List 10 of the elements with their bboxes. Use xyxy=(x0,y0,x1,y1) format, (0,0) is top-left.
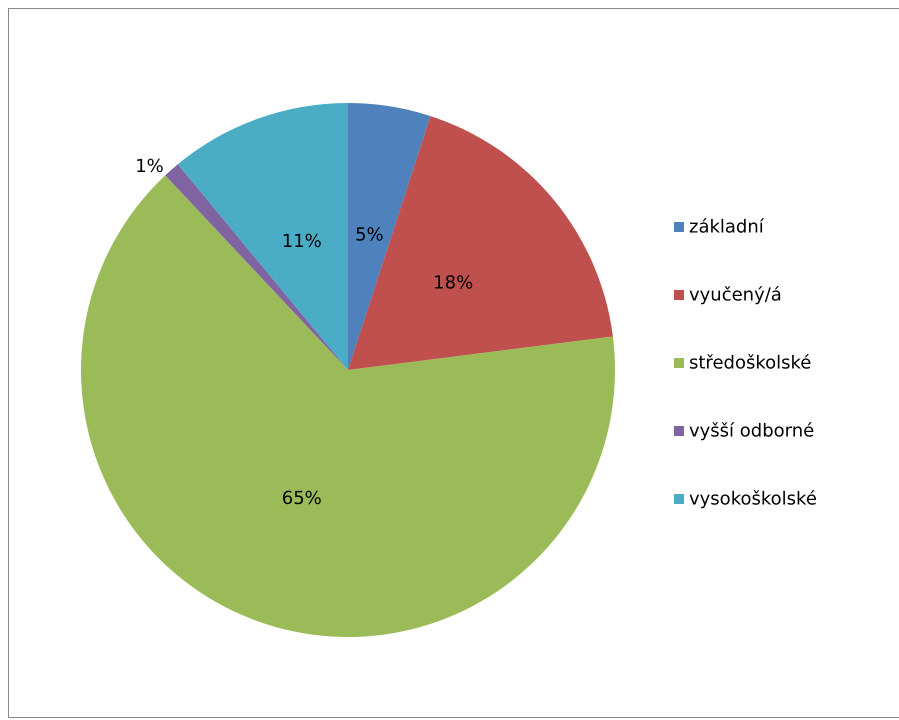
legend-label: vysokoškolské xyxy=(689,488,817,510)
data-label: 1% xyxy=(135,156,164,178)
legend-label: vyučený/á xyxy=(689,284,782,306)
data-label: 65% xyxy=(282,488,322,509)
data-label: 18% xyxy=(433,272,474,294)
legend-label: středoškolské xyxy=(689,352,812,374)
legend-label: vyšší odborné xyxy=(689,420,814,442)
data-label: 5% xyxy=(355,224,384,246)
legend-label: základní xyxy=(689,216,765,238)
data-label: 11% xyxy=(282,231,322,252)
